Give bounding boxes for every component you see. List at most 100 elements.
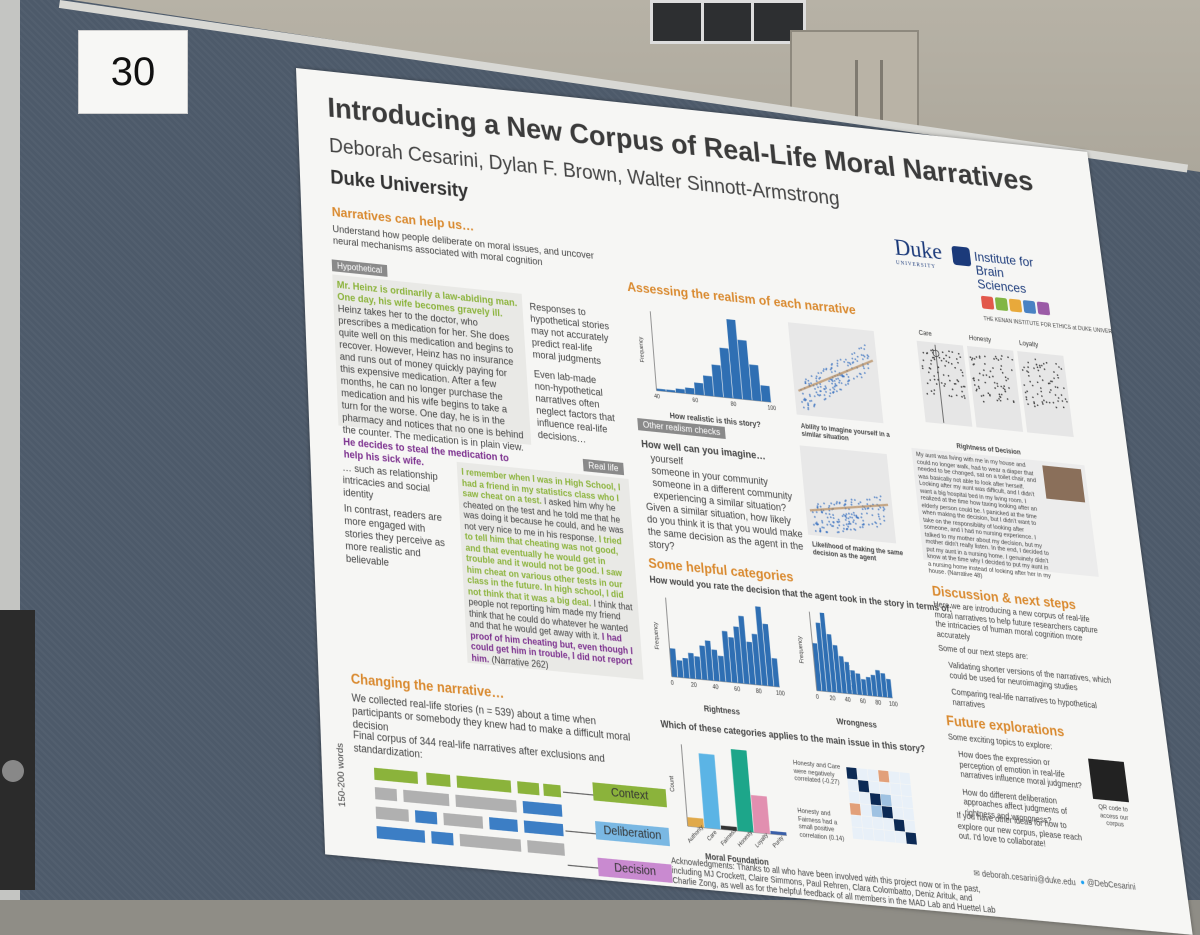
word-block bbox=[415, 810, 437, 824]
wrongness-xlabel: Wrongness bbox=[836, 716, 878, 733]
chart-bar bbox=[683, 658, 690, 678]
scatter-point bbox=[853, 528, 855, 530]
scatter-point bbox=[829, 392, 831, 394]
scatter-point bbox=[831, 371, 833, 373]
heatmap-cell bbox=[881, 794, 892, 806]
scatter-point bbox=[862, 508, 864, 510]
moral-foundation-svg: Authority Care FairnessHonesty Loyalty Purit… bbox=[666, 736, 793, 855]
chart-bar bbox=[677, 660, 684, 678]
scatter-point bbox=[828, 521, 830, 523]
scatter-point bbox=[871, 514, 873, 516]
scatter-point bbox=[832, 387, 834, 389]
scatter-point bbox=[869, 499, 871, 501]
side-note-2: Even lab-made non-hypothetical narrative… bbox=[534, 368, 622, 449]
chart-tick-label: 80 bbox=[756, 688, 763, 696]
chart-tick-label: 80 bbox=[730, 401, 736, 408]
chart-tick-label: 0 bbox=[816, 694, 820, 701]
scatter-point bbox=[830, 502, 832, 504]
scatter-point bbox=[843, 528, 845, 530]
chart-bar bbox=[761, 385, 771, 402]
scatter-point bbox=[842, 530, 844, 532]
scatter-point bbox=[823, 368, 825, 370]
scatter-point bbox=[847, 383, 849, 385]
scatter-point bbox=[839, 380, 841, 382]
scatter-point bbox=[866, 499, 868, 501]
contact-email[interactable]: ✉ deborah.cesarini@duke.edu bbox=[973, 869, 1076, 888]
word-block bbox=[374, 768, 418, 784]
scatter-point bbox=[834, 380, 836, 382]
word-block bbox=[375, 787, 397, 801]
correlation-note-1: Honesty and Care were negatively correla… bbox=[793, 760, 843, 788]
scatter-point bbox=[833, 388, 835, 390]
heatmap-cell bbox=[906, 832, 917, 844]
chart-bar bbox=[670, 648, 678, 677]
scatter-point bbox=[859, 526, 861, 528]
heatmap-cell bbox=[902, 796, 913, 808]
deliberation-label: Deliberation bbox=[595, 821, 670, 846]
scatter-point bbox=[830, 516, 832, 518]
connector-line bbox=[563, 792, 593, 796]
scatter-point bbox=[864, 356, 866, 358]
word-count-axis: 150-200 words bbox=[334, 742, 349, 807]
heatmap-cell bbox=[852, 827, 863, 839]
scatter-point bbox=[858, 503, 860, 505]
aunt-quote-box: My aunt was living with me in my house a… bbox=[911, 448, 1098, 577]
scatter-point bbox=[849, 363, 851, 365]
chart-tick-label: 60 bbox=[734, 686, 741, 694]
contact-twitter[interactable]: ● @DebCesarini bbox=[1080, 879, 1136, 893]
scatter-point bbox=[836, 362, 838, 364]
chart-tick-label: 40 bbox=[654, 394, 660, 401]
scatter-point bbox=[810, 382, 812, 384]
decision-scatter-svg bbox=[800, 445, 897, 543]
word-block bbox=[431, 831, 453, 845]
trend-line bbox=[795, 353, 877, 399]
scatter-point bbox=[871, 523, 873, 525]
scatter-point bbox=[811, 375, 813, 377]
word-block bbox=[456, 775, 511, 792]
brain-icon bbox=[951, 246, 971, 267]
scatter-point bbox=[831, 383, 833, 385]
scatter-point bbox=[876, 497, 878, 499]
ibs-logo: Institute for Brain Sciences bbox=[973, 250, 1058, 299]
scatter-point bbox=[847, 376, 849, 378]
heatmap-cell bbox=[873, 829, 884, 841]
heatmap-cell bbox=[903, 808, 914, 820]
scatter-point bbox=[820, 372, 822, 374]
heatmap-cell bbox=[901, 784, 912, 796]
scatter-point bbox=[807, 407, 809, 409]
scatter-point bbox=[850, 504, 852, 506]
scatter-point bbox=[814, 516, 816, 518]
scatter-point bbox=[814, 395, 816, 397]
facet-scatter-plots bbox=[904, 331, 1078, 451]
qr-caption: QR code to access our corpus bbox=[1094, 804, 1135, 831]
scatter-point bbox=[878, 508, 880, 510]
scatter-point bbox=[809, 395, 811, 397]
word-block bbox=[517, 781, 539, 795]
qr-code[interactable] bbox=[1088, 759, 1129, 803]
real-life-story-box: I remember when I was in High School, I … bbox=[457, 462, 644, 680]
scatter-point bbox=[817, 386, 819, 388]
heatmap-cell bbox=[857, 768, 868, 780]
scatter-point bbox=[828, 513, 830, 515]
chart-tick-label: 60 bbox=[692, 397, 698, 404]
scatter-point bbox=[867, 357, 869, 359]
word-block bbox=[455, 795, 517, 813]
scatter-point bbox=[819, 528, 821, 530]
heatmap-cell bbox=[849, 791, 860, 803]
chart-tick-label: Loyalty bbox=[754, 831, 770, 849]
heatmap-cell bbox=[884, 830, 895, 842]
scatter-point bbox=[879, 506, 881, 508]
heatmap-cell bbox=[851, 815, 862, 827]
scatter-point bbox=[858, 348, 860, 350]
scatter-point bbox=[836, 390, 838, 392]
heatmap-cell bbox=[870, 793, 881, 805]
heatmap-cell bbox=[862, 816, 873, 828]
scatter-point bbox=[847, 364, 849, 366]
scatter-point bbox=[826, 524, 828, 526]
future-item: How does the expression or perception of… bbox=[958, 751, 1086, 793]
heatmap-cell bbox=[850, 803, 861, 815]
word-block bbox=[376, 807, 409, 822]
scatter-point bbox=[845, 359, 847, 361]
scatter-point bbox=[851, 499, 853, 501]
chart-tick-label: 80 bbox=[875, 700, 882, 708]
